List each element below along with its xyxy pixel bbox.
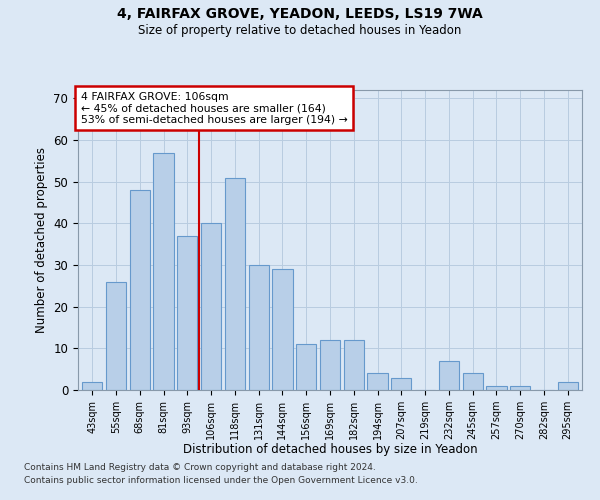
Bar	[272, 269, 293, 390]
Bar	[177, 236, 197, 390]
Bar	[439, 361, 459, 390]
Bar	[367, 374, 388, 390]
Text: Contains HM Land Registry data © Crown copyright and database right 2024.: Contains HM Land Registry data © Crown c…	[24, 464, 376, 472]
Bar	[557, 382, 578, 390]
Bar	[487, 386, 506, 390]
Y-axis label: Number of detached properties: Number of detached properties	[35, 147, 48, 333]
Bar	[154, 152, 173, 390]
Bar	[106, 282, 126, 390]
Text: Distribution of detached houses by size in Yeadon: Distribution of detached houses by size …	[182, 442, 478, 456]
Text: 4, FAIRFAX GROVE, YEADON, LEEDS, LS19 7WA: 4, FAIRFAX GROVE, YEADON, LEEDS, LS19 7W…	[117, 8, 483, 22]
Bar	[82, 382, 103, 390]
Bar	[225, 178, 245, 390]
Bar	[391, 378, 412, 390]
Bar	[248, 265, 269, 390]
Bar	[344, 340, 364, 390]
Bar	[296, 344, 316, 390]
Text: 4 FAIRFAX GROVE: 106sqm
← 45% of detached houses are smaller (164)
53% of semi-d: 4 FAIRFAX GROVE: 106sqm ← 45% of detache…	[80, 92, 347, 124]
Bar	[130, 190, 150, 390]
Text: Size of property relative to detached houses in Yeadon: Size of property relative to detached ho…	[139, 24, 461, 37]
Bar	[463, 374, 483, 390]
Bar	[320, 340, 340, 390]
Bar	[510, 386, 530, 390]
Bar	[201, 224, 221, 390]
Text: Contains public sector information licensed under the Open Government Licence v3: Contains public sector information licen…	[24, 476, 418, 485]
